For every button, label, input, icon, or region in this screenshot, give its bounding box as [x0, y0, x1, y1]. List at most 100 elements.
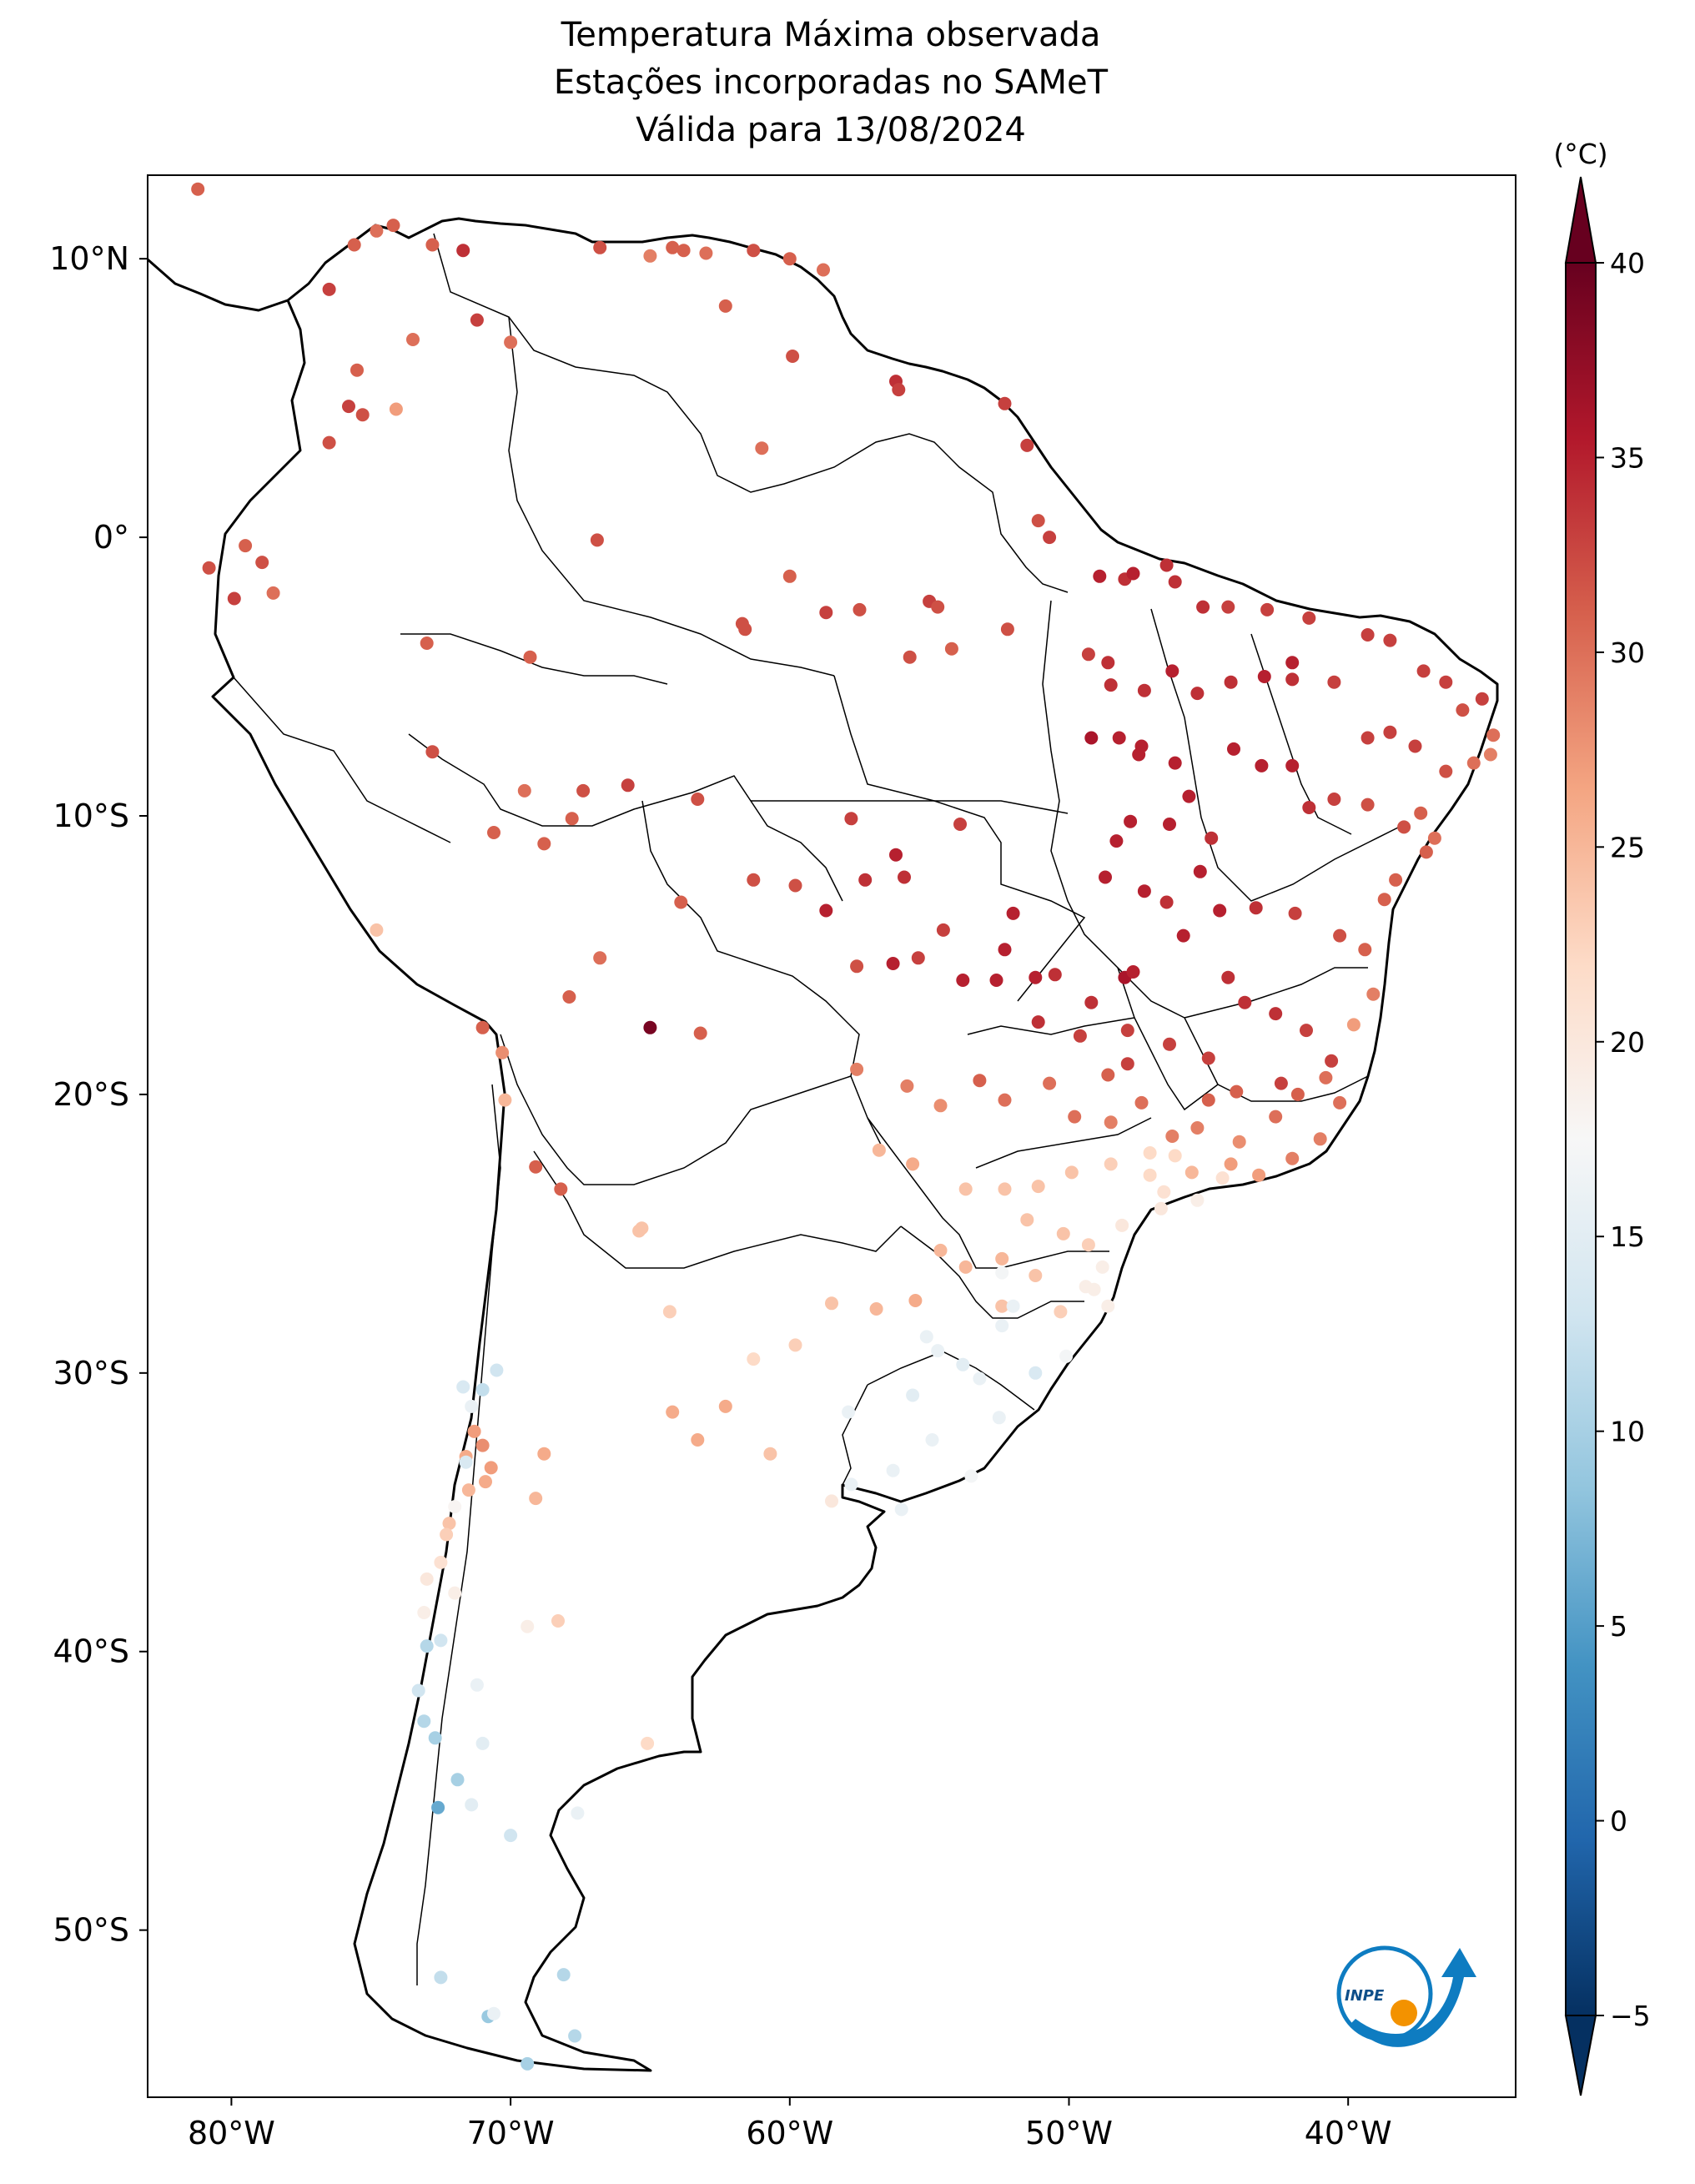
title-line-1: Temperatura Máxima observada: [561, 16, 1101, 54]
colorbar-tick-label: 0: [1610, 1805, 1627, 1838]
station-point: [498, 1093, 512, 1107]
station-point: [1196, 600, 1210, 614]
colorbar-extend-bottom: [1564, 2015, 1597, 2096]
station-point: [1201, 1093, 1215, 1107]
station-point: [1109, 834, 1124, 848]
station-point: [1325, 1054, 1339, 1068]
station-point: [266, 586, 280, 600]
station-point: [470, 313, 484, 327]
station-point: [931, 600, 945, 614]
station-point: [479, 1475, 492, 1489]
station-point: [747, 873, 761, 887]
station-point: [738, 622, 752, 637]
station-point: [417, 1714, 431, 1729]
south-america-coastline: [148, 217, 1499, 2072]
colorbar-gradient: [1565, 262, 1597, 2016]
station-point: [1165, 1130, 1179, 1143]
station-point: [456, 1380, 470, 1394]
station-point: [632, 1224, 646, 1238]
station-point: [1120, 1024, 1134, 1038]
station-point: [886, 957, 900, 970]
colorbar-tick-label: 5: [1610, 1610, 1627, 1643]
station-point: [1238, 995, 1252, 1009]
colorbar-tick-label: 35: [1610, 441, 1645, 474]
station-point: [322, 435, 336, 450]
station-point: [872, 1143, 886, 1157]
station-point: [537, 837, 551, 851]
longitude-axis: 80°W 70°W 60°W 50°W 40°W: [188, 2097, 1392, 2151]
station-point: [718, 1399, 732, 1413]
lat-tick-label: 50°S: [53, 1912, 129, 1949]
station-point: [958, 1182, 973, 1196]
station-point: [431, 1800, 445, 1814]
station-point: [1190, 687, 1205, 701]
station-point: [202, 561, 216, 575]
station-point: [467, 1424, 481, 1438]
station-point: [191, 182, 205, 196]
station-point: [350, 363, 364, 377]
title-line-2: Estações incorporadas no SAMeT: [554, 63, 1109, 102]
station-point: [853, 602, 867, 616]
station-point: [1184, 1165, 1199, 1180]
station-point: [1134, 739, 1149, 753]
station-point: [1054, 1305, 1068, 1319]
station-point: [1224, 1157, 1238, 1171]
station-point: [565, 812, 579, 826]
title-line-3: Válida para 13/08/2024: [636, 111, 1026, 149]
station-point: [1168, 575, 1182, 589]
station-point: [933, 1099, 948, 1113]
station-point: [1006, 906, 1020, 920]
station-point: [892, 383, 906, 397]
station-point: [1252, 1168, 1266, 1182]
station-point: [1081, 1238, 1095, 1252]
station-point: [517, 783, 531, 798]
station-point: [1048, 968, 1062, 982]
station-point: [1227, 742, 1240, 756]
station-point: [1159, 558, 1174, 572]
station-point: [1475, 692, 1489, 706]
station-point: [666, 1405, 680, 1419]
station-point: [475, 1020, 490, 1034]
station-point: [1255, 758, 1269, 772]
station-point: [529, 1492, 543, 1506]
station-point: [850, 959, 864, 974]
station-point: [782, 569, 797, 583]
station-point: [490, 1363, 504, 1377]
station-point: [406, 333, 420, 346]
station-point: [1285, 1151, 1300, 1165]
station-point: [434, 1555, 448, 1569]
station-point: [521, 2056, 535, 2071]
lon-tick-label: 40°W: [1305, 2115, 1392, 2151]
station-point: [1163, 818, 1176, 831]
station-point: [1383, 633, 1397, 647]
inpe-logo-text: INPE: [1345, 1987, 1385, 2005]
station-point: [1176, 928, 1190, 943]
station-point: [825, 1494, 838, 1508]
station-point: [931, 1344, 945, 1358]
station-point: [641, 1736, 655, 1750]
station-point: [1190, 1193, 1205, 1207]
station-point: [788, 1338, 802, 1352]
station-point: [844, 812, 858, 826]
station-point: [1029, 1366, 1043, 1380]
station-point: [1230, 1084, 1244, 1099]
station-point: [562, 990, 576, 1004]
station-point: [1104, 1157, 1118, 1171]
station-point: [355, 408, 370, 422]
station-point: [1163, 1037, 1176, 1051]
station-point: [786, 350, 800, 363]
station-point: [1068, 1110, 1082, 1124]
station-point: [1126, 566, 1140, 581]
station-point: [504, 335, 518, 350]
station-point: [825, 1296, 838, 1311]
station-point: [933, 1243, 948, 1257]
colorbar: (°C) 40 35 30 25 20 15 10 5 0 −5: [1553, 138, 1651, 2096]
station-points: [191, 182, 1501, 2071]
station-point: [964, 1469, 978, 1483]
station-point: [1269, 1110, 1283, 1124]
station-point: [1215, 1171, 1230, 1185]
colorbar-unit: (°C): [1553, 138, 1607, 170]
colorbar-tick-label: 10: [1610, 1416, 1645, 1448]
lat-tick-label: 10°S: [53, 798, 129, 834]
station-point: [1319, 1070, 1333, 1084]
